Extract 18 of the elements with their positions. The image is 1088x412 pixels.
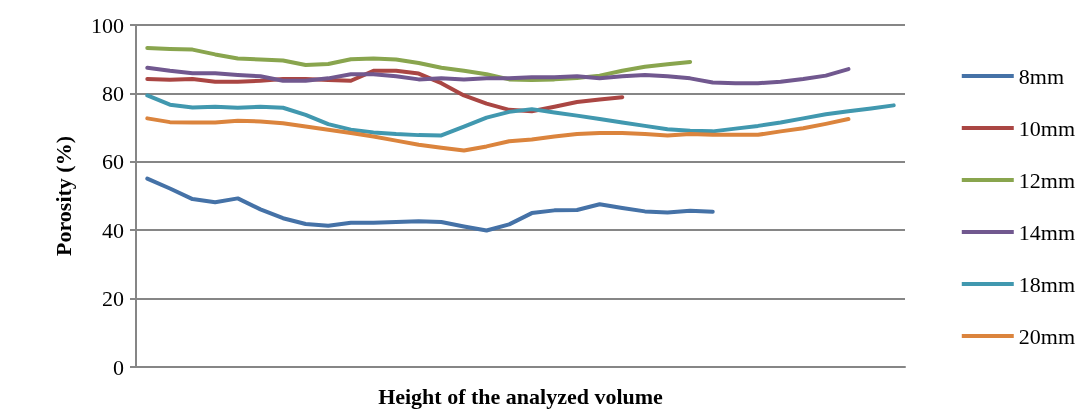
line-series (145, 93, 896, 138)
y-tick-label: 40 (102, 217, 124, 243)
line-series (145, 176, 715, 233)
legend-label: 14mm (1018, 219, 1076, 245)
y-tick-label: 60 (102, 149, 124, 175)
legend-label: 20mm (1018, 323, 1076, 349)
line-series (145, 116, 851, 153)
x-axis-title: Height of the analyzed volume (378, 383, 664, 409)
legend-label: 8mm (1018, 63, 1065, 89)
legend-label: 10mm (1018, 115, 1076, 141)
legend-label: 18mm (1018, 271, 1076, 297)
y-tick-label: 80 (102, 80, 124, 106)
y-tick-label: 0 (113, 354, 124, 380)
y-tick-label: 20 (102, 286, 124, 312)
line-series (145, 65, 851, 86)
legend-label: 12mm (1018, 167, 1076, 193)
y-axis-title: Porosity (%) (50, 136, 76, 256)
y-tick-label: 100 (91, 12, 124, 38)
